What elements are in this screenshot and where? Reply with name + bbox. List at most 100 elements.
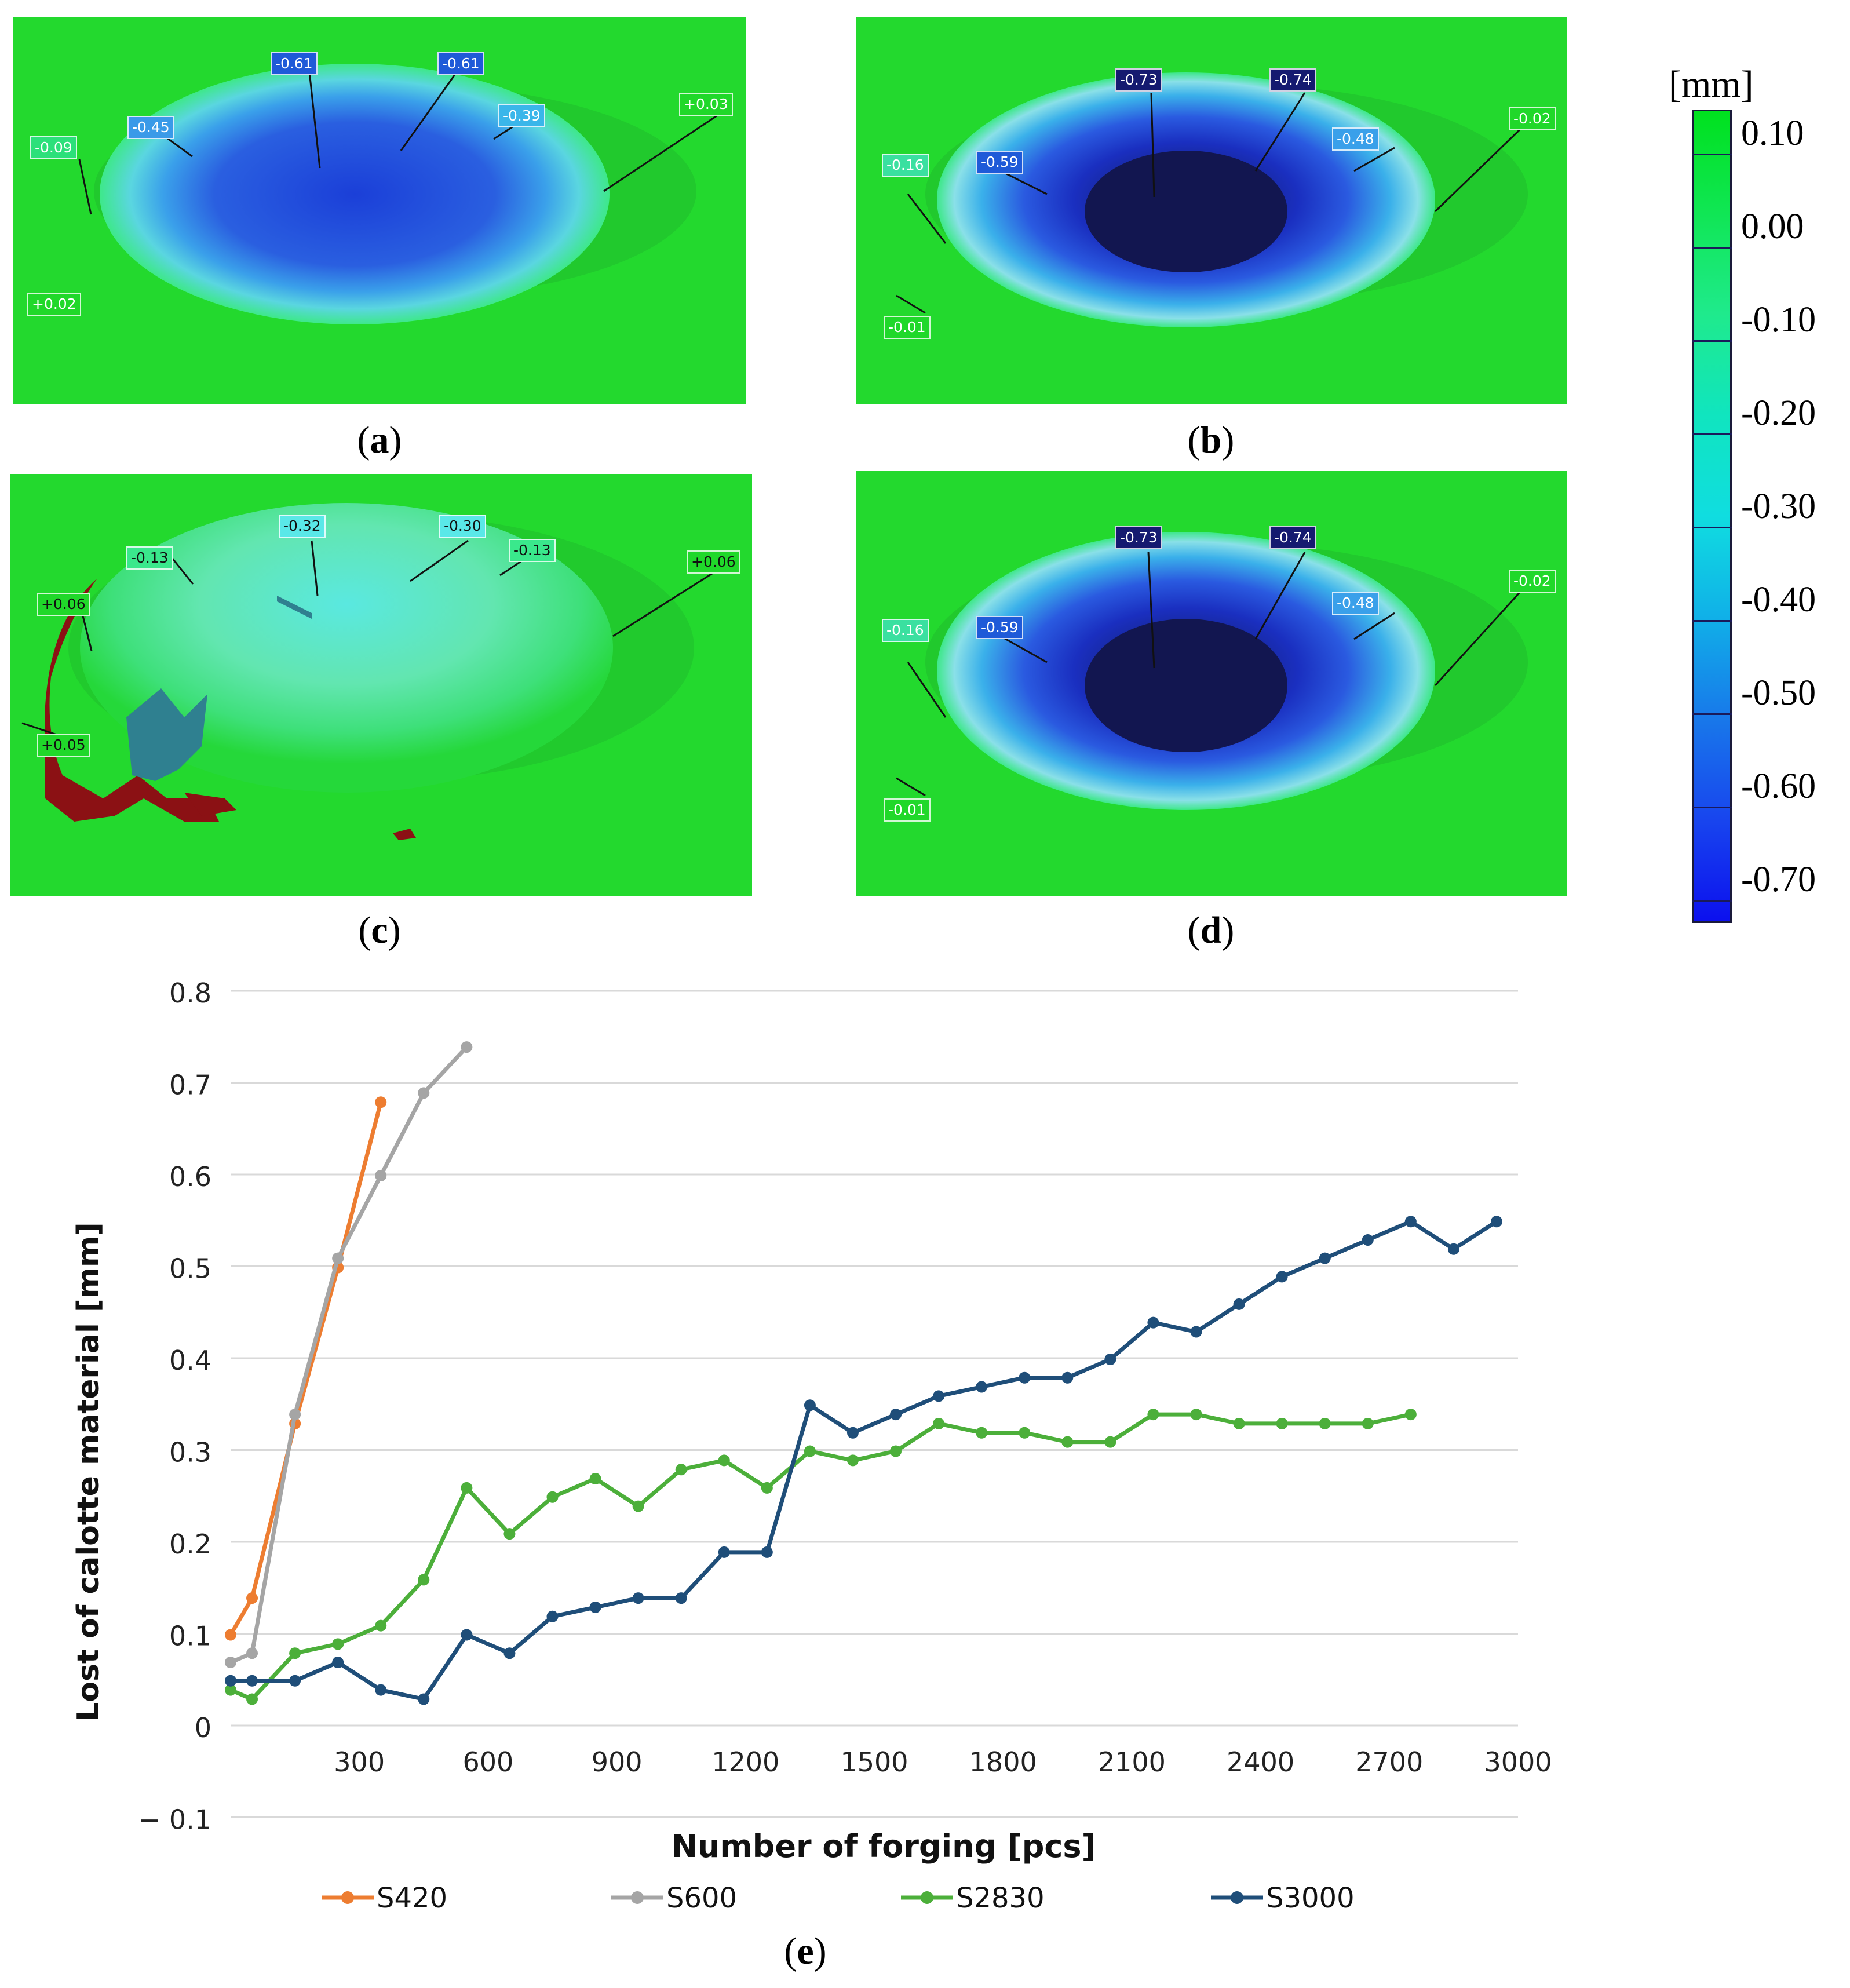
data-point [375, 1096, 387, 1108]
data-point [632, 1500, 644, 1512]
x-axis-ticks: 300 600 900 1200 1500 1800 2100 2400 2700 3000 [334, 1746, 1552, 1778]
data-point [1190, 1409, 1202, 1421]
data-point [503, 1528, 516, 1540]
deviation-label: -0.01 [884, 798, 931, 822]
x-tick-label: 2400 [1227, 1746, 1294, 1778]
y-axis-ticks: − 0.1 0 0.1 0.2 0.3 0.4 0.5 0.6 0.7 0.8 [138, 977, 211, 1836]
series-line [229, 1412, 1411, 1701]
data-point [375, 1170, 387, 1181]
colorbar-label: -0.40 [1741, 580, 1816, 619]
data-point [804, 1445, 816, 1457]
deviation-label: -0.16 [882, 619, 929, 642]
colorbar-tick [1692, 154, 1732, 155]
chart-legend: S420 S600 S2830 S3000 [322, 1882, 1355, 1914]
data-point [675, 1592, 687, 1604]
data-point [375, 1619, 387, 1632]
y-tick-label: 0.6 [169, 1161, 211, 1192]
y-tick-label: 0.2 [169, 1529, 211, 1560]
data-point [246, 1592, 258, 1604]
legend-swatch-marker [631, 1891, 644, 1904]
colorbar-label: -0.20 [1741, 393, 1816, 433]
wear-line-chart: − 0.1 0 0.1 0.2 0.3 0.4 0.5 0.6 0.7 0.8 300 600 900… [71, 977, 1552, 1914]
deviation-map-b: -0.73 -0.74 -0.59 -0.48 -0.16 -0.02 -0.0… [856, 17, 1567, 404]
data-point [332, 1657, 344, 1669]
deviation-map-d: -0.73 -0.74 -0.59 -0.48 -0.16 -0.02 -0.0… [856, 471, 1567, 896]
y-axis-label: Lost of calotte material [mm] [71, 1222, 106, 1721]
data-point [718, 1454, 730, 1467]
deviation-label: -0.59 [976, 151, 1023, 174]
data-point [1061, 1436, 1074, 1448]
colorbar-label: -0.10 [1741, 300, 1816, 340]
deviation-label: -0.74 [1269, 68, 1316, 92]
data-point [375, 1684, 387, 1696]
data-point [461, 1482, 473, 1494]
data-point [1019, 1427, 1031, 1439]
x-tick-label: 2100 [1098, 1746, 1166, 1778]
data-point [890, 1409, 902, 1421]
data-point [461, 1629, 473, 1641]
data-point [675, 1464, 687, 1476]
data-point [761, 1546, 773, 1558]
data-point [418, 1693, 430, 1705]
data-point [1276, 1417, 1288, 1429]
caption-d: (d) [1187, 909, 1235, 951]
deviation-label: -0.73 [1115, 526, 1162, 549]
deviation-label: +0.03 [679, 93, 733, 116]
deviation-label: -0.74 [1269, 526, 1316, 549]
data-point [1147, 1409, 1159, 1421]
deviation-label: -0.45 [127, 116, 174, 139]
deviation-label: +0.05 [37, 734, 90, 757]
legend-item: S420 [322, 1882, 447, 1914]
legend-item: S600 [611, 1882, 737, 1914]
caption-c: (c) [358, 909, 401, 951]
deviation-label: -0.32 [279, 515, 326, 538]
deviation-label: -0.73 [1115, 68, 1162, 92]
data-point [332, 1638, 344, 1650]
x-tick-label: 3000 [1484, 1746, 1552, 1778]
deviation-label: -0.13 [509, 539, 556, 562]
y-tick-label: 0.8 [169, 977, 211, 1009]
data-point [503, 1647, 516, 1659]
data-point [1319, 1252, 1331, 1264]
caption-b: (b) [1187, 419, 1235, 461]
series-line [229, 1045, 468, 1665]
y-tick-label: 0.5 [169, 1253, 211, 1285]
deviation-label: -0.02 [1509, 107, 1556, 130]
series-S600 [225, 1041, 473, 1669]
y-tick-label: − 0.1 [138, 1804, 211, 1836]
colorbar-tick [1692, 900, 1732, 902]
data-point [246, 1675, 258, 1687]
data-point [976, 1381, 988, 1393]
y-tick-label: 0.4 [169, 1345, 211, 1376]
legend-item: S3000 [1211, 1882, 1355, 1914]
data-point [890, 1445, 902, 1457]
data-point [761, 1482, 773, 1494]
data-point [1362, 1417, 1374, 1429]
data-point [1061, 1371, 1074, 1384]
deviation-label: -0.48 [1332, 127, 1379, 151]
deviation-label: -0.13 [126, 546, 173, 570]
data-point [846, 1454, 859, 1467]
data-point [1233, 1298, 1245, 1310]
deviation-label: -0.61 [437, 52, 484, 75]
data-point [418, 1574, 430, 1586]
y-tick-label: 0.1 [169, 1621, 211, 1652]
data-point [589, 1601, 601, 1613]
data-point [225, 1629, 236, 1641]
x-axis-label: Number of forging [pcs] [672, 1828, 1096, 1865]
legend-label: S2830 [956, 1882, 1045, 1914]
data-point [1147, 1316, 1159, 1329]
y-tick-label: 0 [195, 1712, 211, 1743]
data-point [632, 1592, 644, 1604]
data-point [804, 1399, 816, 1411]
data-point [289, 1647, 301, 1659]
x-tick-label: 1200 [711, 1746, 779, 1778]
deviation-label: +0.06 [687, 550, 740, 574]
data-point [1447, 1243, 1459, 1255]
deviation-label: +0.06 [37, 593, 90, 616]
legend-swatch-marker [1231, 1891, 1243, 1904]
deviation-map-c-image [10, 474, 752, 896]
legend-label: S420 [377, 1882, 447, 1914]
data-point [1233, 1417, 1245, 1429]
data-point [289, 1675, 301, 1687]
